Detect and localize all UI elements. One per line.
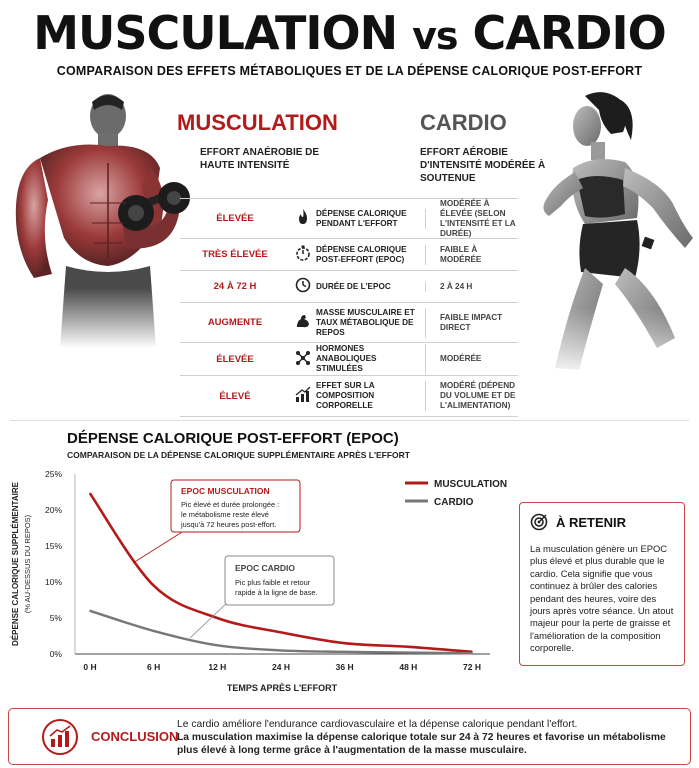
table-row: AUGMENTE MASSE MUSCULAIRE ET TAUX MÉTABO…	[180, 302, 518, 342]
conclusion-line-2: La musculation maximise la dépense calor…	[177, 732, 666, 756]
data-point-cardio	[216, 644, 219, 647]
data-point-cardio	[280, 649, 282, 652]
data-point-cardio	[471, 652, 473, 655]
key-takeaway-text: La musculation génère un EPOC plus élevé…	[530, 543, 674, 654]
musculation-value: ÉLEVÉ	[219, 390, 251, 402]
table-row: ÉLEVÉ EFFET SUR LA COMPOSITION CORPORELL…	[180, 375, 518, 417]
runner-image	[525, 92, 699, 378]
target-icon	[530, 513, 548, 531]
data-point-musculation	[152, 584, 155, 587]
y-tick-label: 15%	[45, 541, 62, 551]
musculation-value: 24 À 72 H	[213, 281, 257, 292]
chart-legend: MUSCULATION CARDIO	[405, 479, 507, 508]
epoc-line-chart: 0% 5% 10% 15% 20% 25% 0 H 6 H 12 H 24 H 36 H 48 H 7…	[11, 469, 507, 693]
comparison-table: ÉLEVÉE DÉPENSE CALORIQUE PENDANT L'EFFOR…	[180, 198, 518, 417]
y-tick-label: 25%	[45, 469, 62, 479]
x-tick-label: 36 H	[336, 662, 354, 672]
flame-icon	[290, 209, 316, 228]
y-tick-label: 20%	[45, 505, 62, 515]
metric-label: DÉPENSE CALORIQUE POST-EFFORT (EPOC)	[316, 244, 426, 265]
growth-chart-icon	[41, 718, 79, 761]
key-takeaway-title: À RETENIR	[556, 514, 627, 530]
data-point-cardio	[89, 610, 91, 612]
data-point-musculation	[407, 646, 410, 648]
cardio-value: MODÉRÉE À ÉLEVÉE (SELON L'INTENSITÉ ET L…	[440, 198, 516, 238]
bicep-icon	[290, 313, 316, 332]
x-tick-label: 0 H	[83, 662, 96, 672]
annotation-cardio-title: EPOC CARDIO	[235, 563, 295, 573]
annotation-musculation-line: le métabolisme reste élevé	[181, 510, 269, 519]
musculation-value: ÉLEVÉE	[216, 353, 254, 365]
annotation-musculation-line: jusqu'à 72 heures post-effort.	[180, 520, 276, 529]
annotation-cardio-line: rapide à la ligne de base.	[235, 588, 318, 597]
y-tick-label: 0%	[50, 649, 63, 659]
key-takeaway-box: À RETENIR La musculation génère un EPOC …	[519, 502, 685, 666]
metric-label: HORMONES ANABOLIQUES STIMULÉES	[316, 344, 426, 374]
section-divider	[10, 420, 689, 421]
annotation-musculation: EPOC MUSCULATION Pic élevé et durée prol…	[132, 479, 301, 564]
chart-title: DÉPENSE CALORIQUE POST-EFFORT (EPOC)	[67, 430, 399, 447]
title-vs: vs	[412, 14, 458, 58]
page-subtitle: COMPARAISON DES EFFETS MÉTABOLIQUES ET D…	[56, 64, 643, 78]
annotation-cardio: EPOC CARDIO Pic plus faible et retour ra…	[189, 555, 335, 639]
y-axis-title: DÉPENSE CALORIQUE SUPPLÉMENTAIRE	[11, 481, 20, 646]
cardio-value: 2 À 24 H	[440, 281, 473, 291]
data-point-cardio	[152, 630, 155, 632]
conclusion-text: Le cardio améliore l'endurance cardiovas…	[177, 718, 682, 757]
title-musculation: MUSCULATION	[33, 6, 398, 60]
annotation-musculation-title: EPOC MUSCULATION	[181, 486, 270, 496]
metric-label: EFFET SUR LA COMPOSITION CORPORELLE	[316, 381, 426, 411]
key-takeaway-header: À RETENIR	[530, 513, 674, 531]
subheading-musculation: EFFORT ANAÉROBIE DE HAUTE INTENSITÉ	[200, 147, 320, 171]
conclusion-label: CONCLUSION	[91, 729, 179, 744]
x-tick-label: 72 H	[463, 662, 481, 672]
x-tick-label: 48 H	[399, 662, 417, 672]
x-tick-label: 6 H	[147, 662, 160, 672]
x-axis-title: TEMPS APRÈS L'EFFORT	[227, 683, 338, 693]
x-tick-label: 12 H	[208, 662, 226, 672]
y-tick-label: 5%	[50, 613, 63, 623]
musculation-value: TRÈS ÉLEVÉE	[202, 249, 268, 260]
cardio-value: FAIBLE IMPACT DIRECT	[440, 312, 503, 332]
chart-subtitle: COMPARAISON DE LA DÉPENSE CALORIQUE SUPP…	[67, 450, 410, 460]
subheading-cardio: EFFORT AÉROBIE D'INTENSITÉ MODÉRÉE À SOU…	[420, 147, 546, 184]
musculation-value: AUGMENTE	[207, 317, 263, 328]
growth-chart-icon	[290, 386, 316, 406]
metric-label: DÉPENSE CALORIQUE PENDANT L'EFFORT	[316, 208, 426, 229]
y-tick-label: 10%	[45, 577, 62, 587]
data-point-cardio	[407, 651, 410, 654]
legend-label-cardio: CARDIO	[434, 497, 474, 508]
annotation-cardio-line: Pic plus faible et retour	[235, 578, 311, 587]
heading-musculation: MUSCULATION	[177, 110, 338, 135]
data-point-cardio	[343, 651, 346, 653]
legend-label-musculation: MUSCULATION	[434, 479, 507, 490]
x-tick-label: 24 H	[272, 662, 290, 672]
data-point-musculation	[89, 492, 91, 495]
bodybuilder-image	[0, 94, 190, 348]
heading-cardio: CARDIO	[420, 110, 507, 135]
conclusion-box: CONCLUSION Le cardio améliore l'enduranc…	[8, 708, 691, 765]
table-row: TRÈS ÉLEVÉE DÉPENSE CALORIQUE POST-EFFOR…	[180, 238, 518, 270]
data-point-musculation	[343, 642, 346, 644]
data-point-musculation	[280, 631, 282, 634]
table-row: ÉLEVÉE DÉPENSE CALORIQUE PENDANT L'EFFOR…	[180, 198, 518, 238]
table-row: 24 À 72 H DURÉE DE L'EPOC 2 À 24 H	[180, 270, 518, 302]
annotation-musculation-line: Pic élevé et durée prolongée :	[181, 500, 279, 509]
metric-label: MASSE MUSCULAIRE ET TAUX MÉTABOLIQUE DE …	[316, 307, 426, 338]
title-cardio: CARDIO	[472, 6, 667, 60]
cardio-value: MODÉRÉE	[440, 354, 482, 363]
table-row: ÉLEVÉE HORMONES ANABOLIQUES STIMULÉES MO…	[180, 342, 518, 375]
conclusion-line-1: Le cardio améliore l'endurance cardiovas…	[177, 719, 578, 730]
timer-icon	[290, 245, 316, 264]
metric-label: DURÉE DE L'EPOC	[316, 281, 426, 292]
molecule-icon	[290, 350, 316, 369]
clock-icon	[290, 277, 316, 296]
musculation-value: ÉLEVÉE	[216, 213, 254, 224]
data-point-musculation	[216, 617, 219, 619]
y-axis-subtitle: (% AU-DESSUS DU REPOS)	[23, 514, 32, 613]
page-title: MUSCULATION vs CARDIO	[0, 6, 699, 63]
cardio-value: FAIBLE À MODÉRÉE	[440, 244, 482, 264]
cardio-value: MODÉRÉ (DÉPEND DU VOLUME ET DE L'ALIMENT…	[440, 381, 516, 410]
